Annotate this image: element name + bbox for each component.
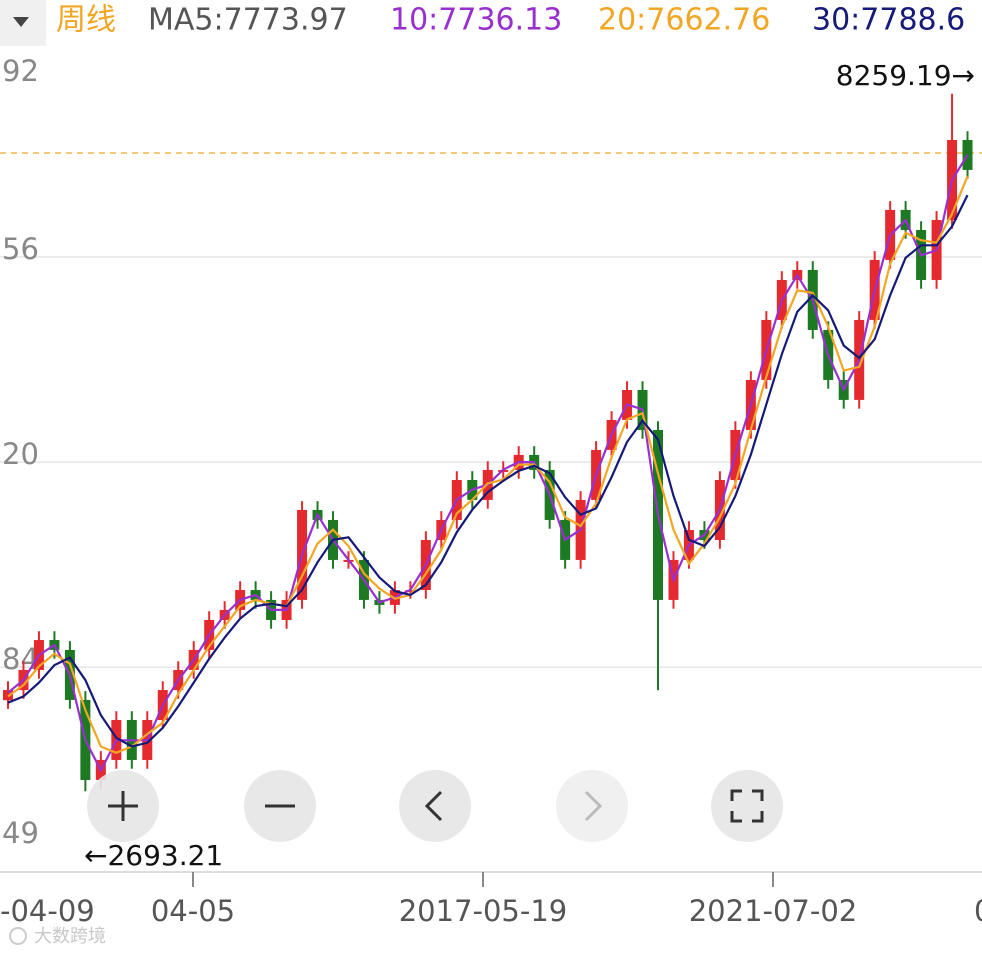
ma20-label: 20:7662.76 xyxy=(598,3,770,38)
y-tick-label: 20 xyxy=(2,437,39,471)
min-label: ←2693.21 xyxy=(84,839,223,872)
x-tick-label: 04-05 xyxy=(151,894,235,928)
candle-body xyxy=(962,139,973,170)
y-tick-label: 56 xyxy=(2,232,39,266)
ma10-label: 10:7736.13 xyxy=(390,3,562,38)
zoom-in-icon xyxy=(108,791,138,821)
x-tick-label: 2021-07-02 xyxy=(689,894,858,928)
ma5-label: MA5:7773.97 xyxy=(148,3,348,38)
header-bar xyxy=(0,0,982,46)
controls xyxy=(87,770,783,842)
dropdown-icon xyxy=(13,17,29,27)
next-button[interactable] xyxy=(556,770,628,842)
period-label[interactable]: 周线 xyxy=(56,3,116,38)
prev-button[interactable] xyxy=(399,770,471,842)
max-label: 8259.19→ xyxy=(836,59,975,92)
fullscreen-button[interactable] xyxy=(711,770,783,842)
x-tick-label: -04-09 xyxy=(0,894,95,928)
x-tick-label: 2017-05-19 xyxy=(399,894,568,928)
prev-icon xyxy=(424,790,443,822)
ma-line xyxy=(7,175,969,754)
watermark-logo xyxy=(9,927,27,945)
watermark: 大数跨境 xyxy=(34,926,106,947)
ma30-label: 30:7788.6 xyxy=(812,3,965,38)
x-tick-label: 0 xyxy=(974,894,982,928)
next-icon xyxy=(584,790,603,822)
y-tick-label: 49 xyxy=(2,816,39,850)
fullscreen-icon xyxy=(730,789,764,823)
ma-line xyxy=(7,194,969,748)
y-tick-label: 92 xyxy=(2,54,39,88)
